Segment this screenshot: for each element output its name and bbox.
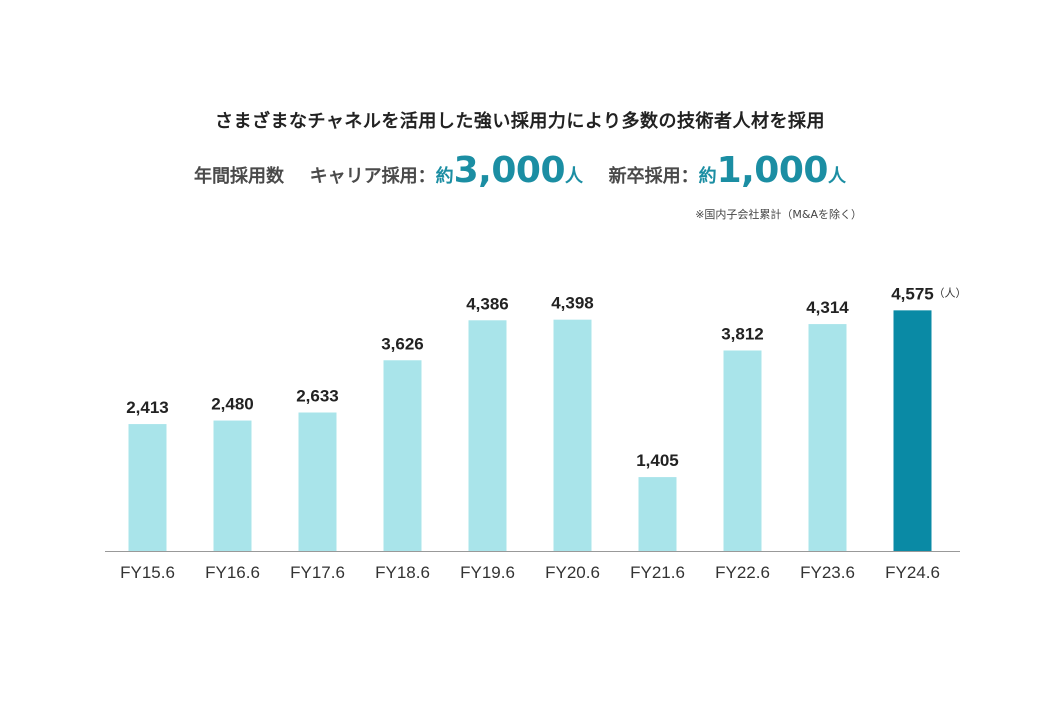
- annual-hiring-summary: 年間採用数 キャリア採用：約3,000人 新卒採用：約1,000人: [0, 150, 1040, 200]
- new-grad-approx-text: 約: [698, 166, 717, 187]
- bar: [723, 350, 762, 551]
- new-grad-hiring-value: 1,000: [716, 150, 829, 191]
- x-tick-label: FY22.6: [715, 563, 770, 582]
- bar: [893, 310, 932, 551]
- bar: [383, 360, 422, 551]
- data-label: 3,812: [721, 324, 764, 343]
- career-hiring-unit: 人: [565, 166, 583, 187]
- bar: [638, 477, 677, 551]
- x-tick-label: FY21.6: [630, 563, 685, 582]
- data-label: 2,480: [211, 395, 254, 414]
- data-label: 4,386: [466, 294, 509, 313]
- x-tick-label: FY19.6: [460, 563, 515, 582]
- annual-hiring-label: 年間採用数: [194, 166, 285, 187]
- x-tick-label: FY16.6: [205, 563, 260, 582]
- data-label: 1,405: [636, 451, 679, 470]
- bar: [298, 412, 337, 551]
- x-tick-label: FY23.6: [800, 563, 855, 582]
- new-grad-hiring-unit: 人: [827, 166, 846, 187]
- x-tick-label: FY24.6: [885, 563, 940, 582]
- x-tick-label: FY15.6: [120, 563, 175, 582]
- data-label: 4,575: [891, 284, 934, 303]
- bar: [213, 420, 252, 551]
- career-hiring-label: キャリア採用：: [309, 166, 436, 187]
- new-grad-hiring-label: 新卒採用：: [608, 166, 699, 187]
- footnote: ※国内子会社累計（M&Aを除く）: [695, 208, 862, 221]
- bar: [468, 320, 507, 551]
- bar: [808, 324, 847, 551]
- data-label: 4,398: [551, 294, 594, 313]
- data-label: 4,314: [806, 298, 849, 317]
- chart-headline: さまざまなチャネルを活用した強い採用力により多数の技術者人材を採用: [215, 111, 825, 132]
- career-approx-text: 約: [435, 166, 454, 187]
- data-label: 3,626: [381, 334, 424, 353]
- data-label: 2,413: [126, 398, 169, 417]
- x-tick-label: FY20.6: [545, 563, 600, 582]
- unit-label: （人）: [934, 286, 967, 299]
- x-tick-label: FY18.6: [375, 563, 430, 582]
- bar: [128, 424, 167, 551]
- data-label: 2,633: [296, 387, 339, 406]
- bar: [553, 319, 592, 551]
- x-tick-label: FY17.6: [290, 563, 345, 582]
- career-hiring-value: 3,000: [453, 150, 566, 191]
